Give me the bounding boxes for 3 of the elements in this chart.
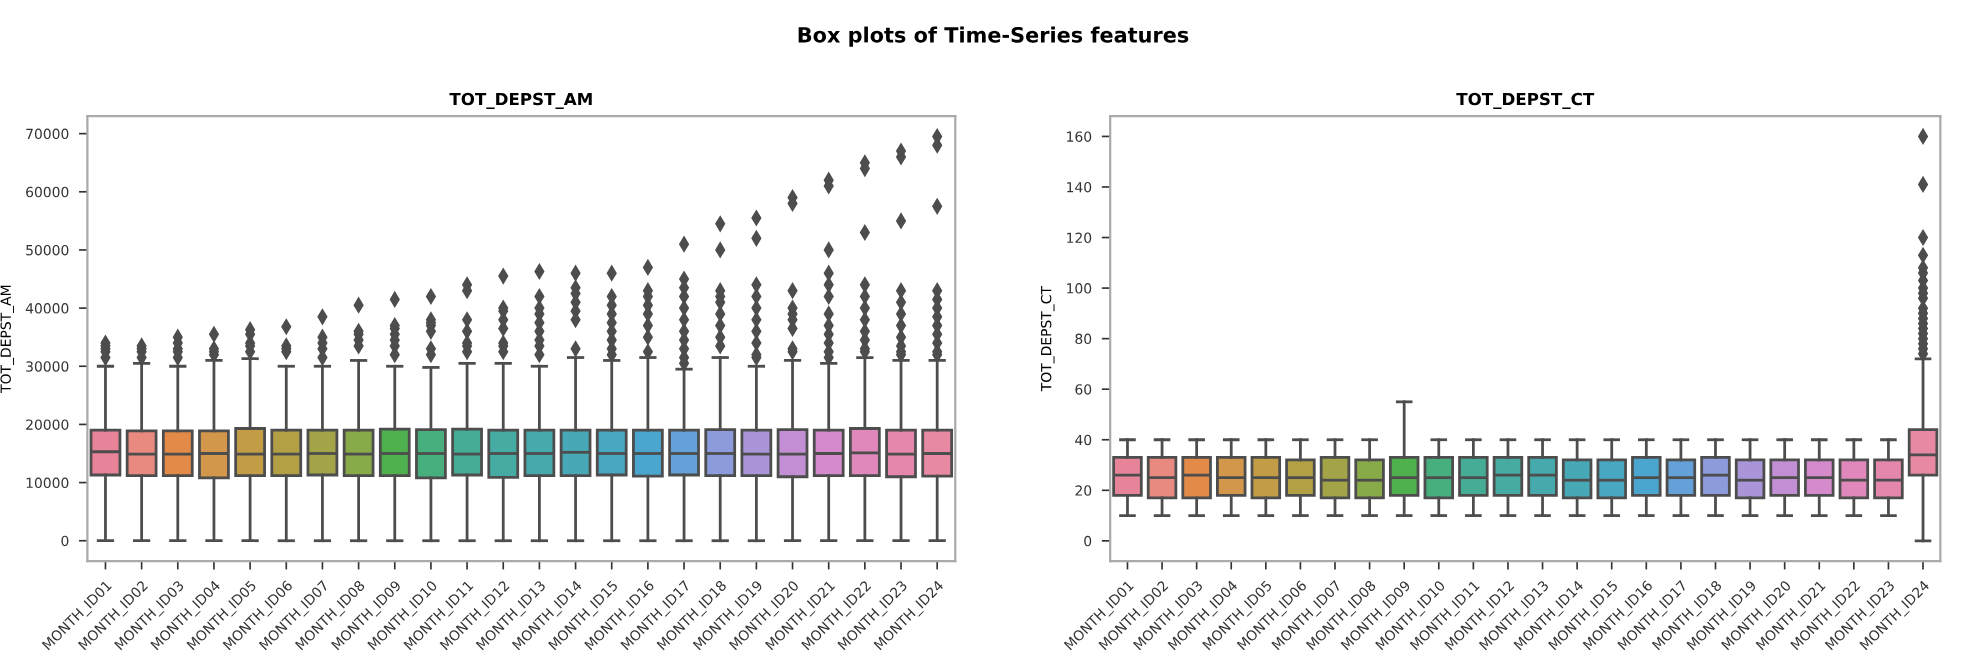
text: Box plots of Time-Series features — [798, 26, 1189, 47]
chart-title: TOT_DEPST_AM — [449, 92, 592, 110]
chart-title: TOT_DEPST_CT — [1456, 92, 1595, 110]
